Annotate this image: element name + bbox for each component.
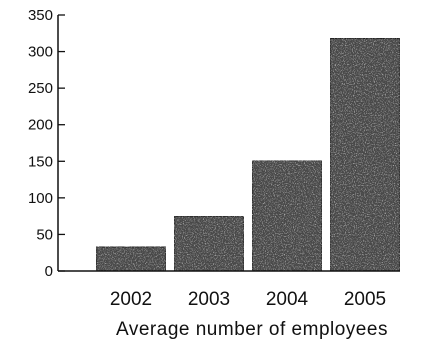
y-tick-label: 350	[28, 7, 53, 24]
y-tick-label: 250	[28, 80, 53, 97]
x-category-label: 2003	[188, 289, 230, 310]
x-category-label: 2005	[344, 289, 386, 310]
bar-2004	[251, 160, 323, 272]
y-tick-label: 0	[45, 263, 53, 280]
x-axis-title: Average number of employees	[116, 319, 388, 340]
bars	[95, 37, 401, 272]
y-tick-label: 50	[36, 226, 53, 243]
y-tick-label: 300	[28, 44, 53, 61]
y-axis: 0 50 100 150 200 250 300 350	[28, 7, 65, 280]
x-axis-labels: 2002 2003 2004 2005	[110, 289, 386, 310]
x-category-label: 2004	[266, 289, 309, 310]
y-tick-label: 150	[28, 153, 53, 170]
y-tick-label: 200	[28, 117, 53, 134]
bar-2005	[329, 37, 401, 272]
bar-2002	[95, 246, 167, 272]
x-category-label: 2002	[110, 289, 152, 310]
y-tick-label: 100	[28, 190, 53, 207]
bar-2003	[173, 215, 245, 272]
